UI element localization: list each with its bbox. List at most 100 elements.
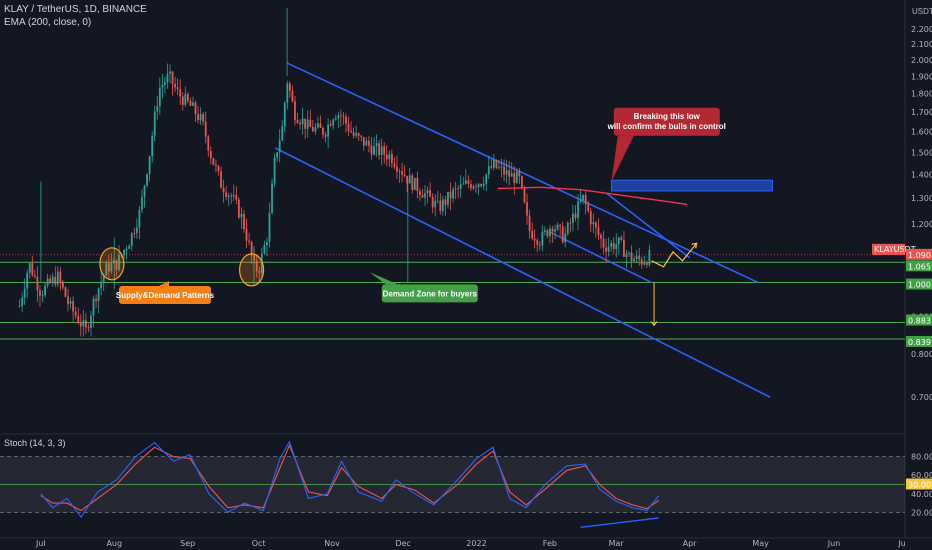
candle-body: [51, 276, 54, 283]
candle-body: [283, 102, 286, 127]
candle-body: [212, 158, 215, 165]
candle-body: [419, 191, 421, 195]
candle-body: [209, 150, 212, 159]
candle-body: [411, 175, 414, 190]
supply-demand-callout-text: Supply&Demand Patterns: [116, 291, 215, 300]
candle-body: [235, 195, 238, 200]
candle-body: [559, 224, 562, 227]
candle-body: [551, 228, 554, 232]
level-tag-bg: [906, 278, 932, 290]
candle-body: [459, 184, 462, 189]
candle-body: [513, 173, 516, 184]
candle-body: [393, 163, 396, 167]
level-tag-bg: [906, 335, 932, 347]
candle-body: [28, 263, 31, 273]
candle-body: [255, 260, 258, 272]
projection-zigzag: [651, 242, 698, 268]
candle-body: [579, 200, 582, 202]
time-tick-label: Feb: [543, 539, 557, 548]
candle-body: [610, 242, 613, 247]
candle-body: [324, 134, 327, 137]
candle-body: [645, 263, 648, 265]
candle-body: [424, 193, 426, 198]
candle-body: [156, 106, 159, 112]
price-tick-label: 0.800: [911, 350, 932, 359]
candle-body: [143, 185, 146, 197]
candle-body: [158, 87, 161, 107]
candle-body: [232, 195, 235, 197]
candle-body: [199, 114, 202, 121]
candle-body: [607, 246, 610, 252]
candle-body: [207, 136, 210, 151]
candle-body: [189, 101, 192, 106]
demand-zone-callout-text: Demand Zone for buyers: [383, 289, 478, 298]
candle-body: [396, 166, 398, 172]
candle-body: [495, 160, 498, 168]
candle-body: [334, 118, 337, 120]
candle-body: [350, 130, 352, 133]
channel-trendline: [606, 192, 691, 259]
symbol-price-tag-bg: [872, 243, 905, 255]
candle-body: [378, 143, 381, 155]
candle-body: [56, 271, 59, 285]
demand-zone-callout-pointer: [369, 272, 398, 285]
time-tick-label: May: [752, 539, 769, 548]
currency-label: USDT: [912, 7, 932, 16]
candle-body: [266, 241, 268, 246]
price-tick-label: 2.100: [911, 40, 932, 49]
downside-arrow-head: [650, 321, 658, 327]
stoch-tick-label: 20.00: [911, 508, 932, 517]
time-tick-label: Aug: [106, 539, 122, 548]
candle-body: [268, 213, 271, 242]
breaking-low-callout-pointer: [611, 135, 634, 182]
candle-body: [633, 258, 636, 262]
candle-body: [339, 115, 342, 117]
candle-body: [304, 118, 307, 129]
candle-body: [176, 87, 179, 90]
candle-body: [449, 191, 452, 199]
candle-body: [416, 177, 419, 192]
candle-body: [528, 215, 531, 231]
candle-body: [413, 177, 416, 190]
candle-body: [128, 245, 131, 250]
candle-body: [240, 213, 243, 218]
candle-body: [398, 171, 401, 173]
level-tag: 0.883: [908, 317, 931, 326]
ema-200-line: [497, 186, 688, 206]
candle-body: [74, 311, 77, 317]
candle-body: [464, 180, 467, 184]
candle-body: [569, 222, 572, 224]
candle-body: [531, 230, 534, 239]
candle-body: [36, 276, 39, 291]
candle-body: [403, 174, 406, 177]
candle-body: [564, 233, 567, 243]
candle-body: [245, 229, 248, 241]
candle-body: [174, 84, 177, 88]
candle-body: [215, 164, 217, 166]
candle-body: [337, 115, 340, 119]
candle-body: [630, 252, 633, 262]
candle-body: [406, 176, 409, 184]
ema-indicator-label: EMA (200, close, 0): [4, 17, 92, 28]
candle-body: [523, 187, 526, 203]
candle-body: [526, 202, 528, 216]
candle-body: [299, 122, 301, 125]
candle-body: [373, 145, 375, 155]
candle-body: [151, 135, 154, 157]
candle-body: [62, 281, 64, 288]
time-tick-label: Nov: [324, 539, 340, 548]
candle-body: [225, 192, 228, 198]
candle-body: [577, 201, 579, 219]
stoch-current-tag-bg: [906, 478, 932, 490]
candle-body: [390, 154, 393, 164]
candle-body: [582, 194, 585, 201]
candle-body: [574, 213, 577, 219]
candle-body: [59, 271, 62, 282]
candle-body: [237, 199, 240, 218]
candle-body: [146, 174, 148, 186]
candle-body: [342, 116, 345, 117]
candle-body: [148, 156, 151, 175]
candle-body: [133, 233, 136, 234]
candle-body: [600, 234, 602, 239]
